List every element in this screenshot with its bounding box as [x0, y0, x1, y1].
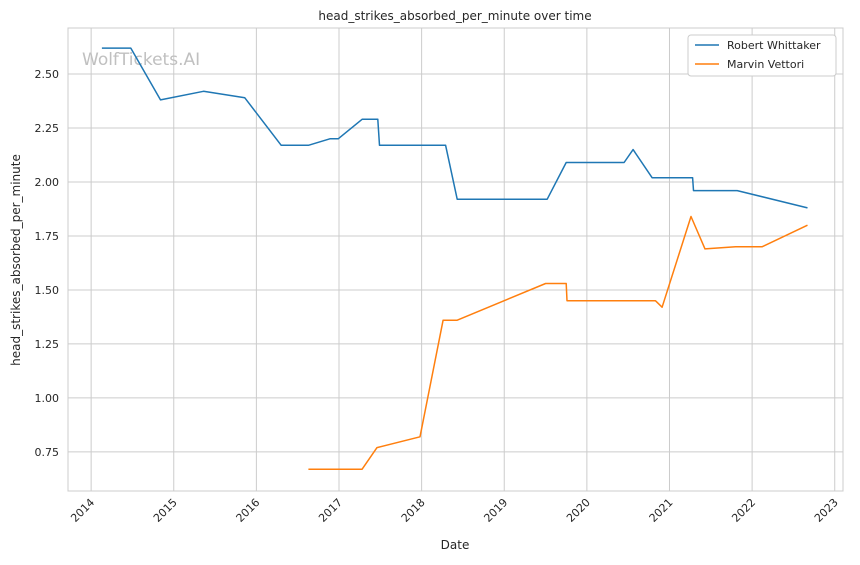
y-tick-label: 1.00 — [35, 392, 60, 405]
x-tick-label: 2016 — [234, 496, 263, 525]
chart-title: head_strikes_absorbed_per_minute over ti… — [318, 9, 591, 23]
x-tick-label: 2015 — [151, 496, 180, 525]
y-tick-labels: 0.75 1.00 1.25 1.50 1.75 2.00 2.25 2.50 — [35, 68, 60, 459]
watermark: WolfTickets.AI — [82, 50, 200, 70]
series-line-marvin-vettori — [308, 215, 808, 470]
x-tick-label: 2023 — [812, 496, 841, 525]
legend-label-vettori: Marvin Vettori — [727, 58, 804, 71]
legend-box — [687, 34, 837, 77]
y-tick-label: 2.25 — [35, 122, 60, 135]
x-tick-label: 2021 — [647, 496, 676, 525]
y-tick-label: 2.00 — [35, 176, 60, 189]
plot-area-frame — [67, 27, 844, 492]
x-axis-label: Date — [441, 538, 470, 552]
legend-label-whittaker: Robert Whittaker — [727, 39, 821, 52]
y-tick-label: 2.50 — [35, 68, 60, 81]
legend: Robert Whittaker Marvin Vettori — [687, 34, 837, 77]
x-tick-label: 2019 — [481, 496, 510, 525]
series-lines — [101, 47, 808, 470]
y-axis-label: head_strikes_absorbed_per_minute — [9, 154, 23, 366]
series-line-robert-whittaker — [101, 47, 808, 209]
x-tick-label: 2014 — [68, 496, 97, 525]
grid — [68, 28, 843, 491]
x-tick-label: 2018 — [399, 496, 428, 525]
y-tick-label: 1.75 — [35, 230, 60, 243]
x-tick-label: 2022 — [729, 496, 758, 525]
y-tick-label: 0.75 — [35, 446, 60, 459]
x-tick-label: 2020 — [564, 496, 593, 525]
x-tick-labels: 2014 2015 2016 2017 2018 2019 2020 2021 2022 2023 — [68, 496, 841, 525]
y-tick-label: 1.50 — [35, 284, 60, 297]
y-tick-label: 1.25 — [35, 338, 60, 351]
x-tick-label: 2017 — [316, 496, 345, 525]
